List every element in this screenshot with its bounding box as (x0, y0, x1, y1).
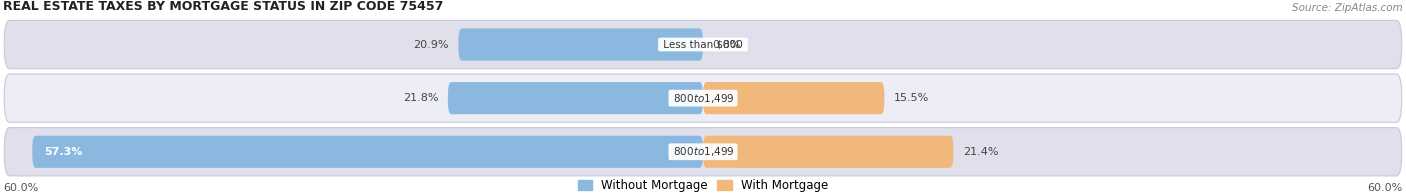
Text: 57.3%: 57.3% (44, 147, 83, 157)
FancyBboxPatch shape (4, 20, 1402, 69)
Legend: Without Mortgage, With Mortgage: Without Mortgage, With Mortgage (574, 174, 832, 196)
Text: $800 to $1,499: $800 to $1,499 (671, 92, 735, 105)
Text: 20.9%: 20.9% (413, 40, 449, 50)
FancyBboxPatch shape (32, 136, 703, 168)
Text: 60.0%: 60.0% (3, 183, 38, 193)
Text: Source: ZipAtlas.com: Source: ZipAtlas.com (1292, 3, 1403, 14)
FancyBboxPatch shape (4, 128, 1402, 176)
FancyBboxPatch shape (449, 82, 703, 114)
Text: Less than $800: Less than $800 (659, 40, 747, 50)
Text: 21.4%: 21.4% (963, 147, 998, 157)
FancyBboxPatch shape (4, 74, 1402, 122)
Text: REAL ESTATE TAXES BY MORTGAGE STATUS IN ZIP CODE 75457: REAL ESTATE TAXES BY MORTGAGE STATUS IN … (3, 0, 443, 14)
FancyBboxPatch shape (703, 136, 953, 168)
FancyBboxPatch shape (703, 82, 884, 114)
Text: 21.8%: 21.8% (404, 93, 439, 103)
Text: $800 to $1,499: $800 to $1,499 (671, 145, 735, 158)
Text: 15.5%: 15.5% (894, 93, 929, 103)
FancyBboxPatch shape (458, 28, 703, 61)
Text: 60.0%: 60.0% (1368, 183, 1403, 193)
Text: 0.0%: 0.0% (713, 40, 741, 50)
